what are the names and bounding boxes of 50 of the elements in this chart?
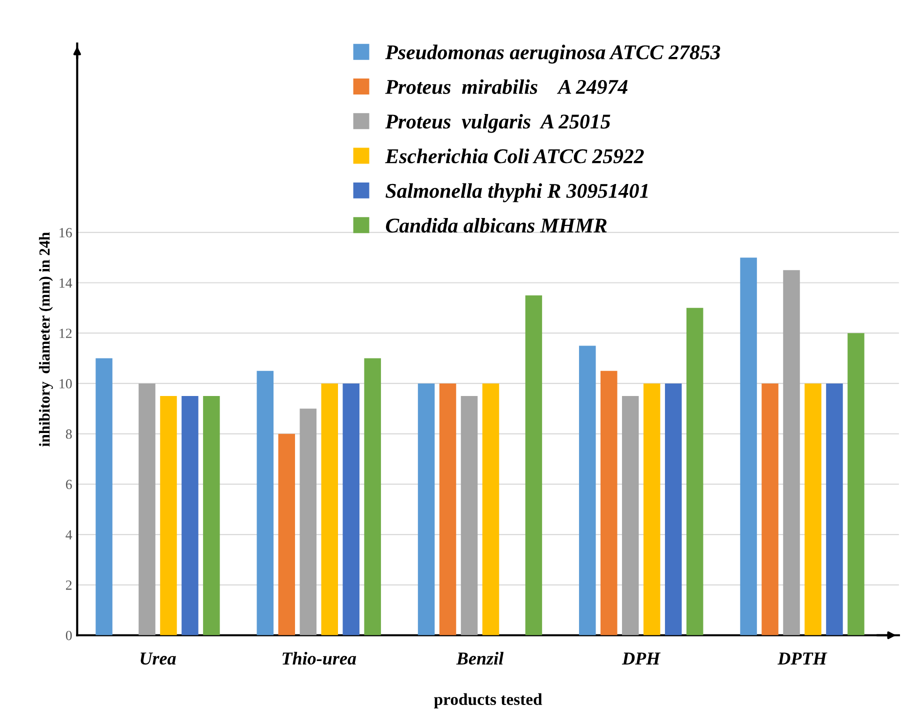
bar: [182, 396, 198, 636]
x-tick-label: DPTH: [778, 652, 828, 664]
bar: [321, 383, 338, 636]
bar: [138, 383, 156, 636]
legend-label: Escherichia Coli ATCC 25922: [385, 148, 644, 164]
bar: [418, 383, 435, 636]
bar: [364, 358, 381, 636]
x-tick-label: Urea: [140, 652, 176, 665]
bar: [256, 370, 274, 636]
bar: [783, 270, 800, 636]
y-tick-label: 4: [66, 530, 72, 540]
bar: [342, 383, 360, 636]
y-tick-label: 0: [66, 630, 72, 640]
bar: [300, 408, 317, 636]
bar: [643, 383, 660, 636]
bar: [762, 383, 778, 636]
y-tick-label: 16: [60, 228, 72, 238]
legend-label: Pseudomonas aeruginosa ATCC 27853: [385, 44, 720, 64]
y-tick-label: 12: [60, 328, 72, 338]
x-tick-label: Benzil: [456, 652, 504, 665]
y-tick-label: 2: [66, 580, 72, 590]
bar: [600, 370, 618, 636]
bar: [203, 396, 220, 636]
bar: [525, 295, 542, 636]
legend-label: Proteus vulgaris A 25015: [385, 114, 610, 133]
bar: [740, 258, 757, 636]
y-tick-label: 14: [60, 278, 72, 288]
bar: [460, 396, 478, 636]
bar: [686, 308, 704, 636]
bar: [482, 383, 500, 636]
bar: [826, 383, 843, 636]
x-tick-label: Thio-urea: [282, 652, 356, 665]
bar: [804, 383, 822, 636]
bar: [96, 358, 112, 636]
bar: [579, 346, 596, 636]
x-tick-label: DPH: [622, 652, 661, 664]
legend-label: Salmonella thyphi R 30951401: [386, 183, 648, 202]
bar: [278, 434, 296, 636]
y-tick-label: 10: [60, 379, 72, 388]
legend-label: Candida albicans MHMR: [386, 218, 607, 233]
y-tick-label: 6: [66, 480, 72, 490]
legend-label: Proteus mirabilis A 24974: [385, 79, 628, 94]
bar: [622, 396, 639, 636]
bar: [160, 396, 177, 636]
x-axis-title: products tested: [434, 693, 542, 708]
y-tick-label: 8: [66, 429, 72, 439]
bar: [439, 383, 456, 636]
y-axis-title: inhibitory diameter (mm) in 24h: [38, 232, 53, 447]
bar: [848, 333, 864, 636]
bar: [664, 383, 682, 636]
